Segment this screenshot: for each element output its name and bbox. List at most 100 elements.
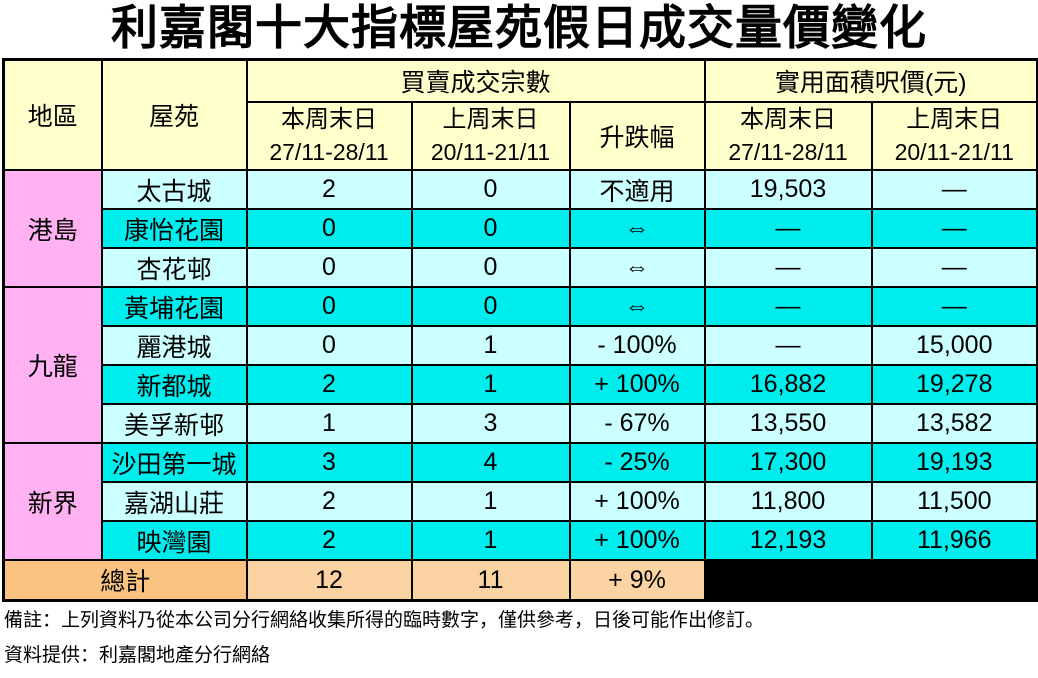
count-last-week-cell: 1 <box>410 364 571 405</box>
redacted-cells <box>703 559 1038 602</box>
col-header-dates: 20/11-21/11 <box>430 139 551 165</box>
estate-cell: 太古城 <box>100 169 248 210</box>
price-this-week-cell: 13,550 <box>703 403 873 444</box>
estate-cell: 杏花邨 <box>100 247 248 288</box>
estate-cell: 嘉湖山莊 <box>100 481 248 522</box>
total-count-this-week-cell: 12 <box>245 559 413 602</box>
price-last-week-cell: 11,500 <box>870 481 1038 522</box>
col-header-estate: 屋苑 <box>100 58 248 171</box>
count-last-week-cell: 0 <box>410 169 571 210</box>
count-this-week-cell: 2 <box>245 481 413 522</box>
price-last-week-cell: — <box>870 286 1038 327</box>
estate-cell: 黃埔花園 <box>100 286 248 327</box>
total-count-last-week-cell: 11 <box>410 559 571 602</box>
price-this-week-cell: — <box>703 208 873 249</box>
col-header-label: 本周末日 <box>740 106 836 133</box>
estates-table: 地區 屋苑 買賣成交宗數 實用面積呎價(元) 本周末日 27/11-28/11 … <box>2 58 1038 602</box>
count-last-week-cell: 1 <box>410 520 571 561</box>
change-cell: - 67% <box>568 403 706 444</box>
estate-cell: 美孚新邨 <box>100 403 248 444</box>
count-last-week-cell: 0 <box>410 286 571 327</box>
count-last-week-cell: 1 <box>410 325 571 366</box>
estate-cell: 沙田第一城 <box>100 442 248 483</box>
count-this-week-cell: 2 <box>245 520 413 561</box>
price-this-week-cell: 19,503 <box>703 169 873 210</box>
change-cell: ⇔ <box>568 286 706 327</box>
change-cell: + 100% <box>568 520 706 561</box>
count-this-week-cell: 0 <box>245 286 413 327</box>
total-change-cell: + 9% <box>568 559 706 602</box>
table-row: 麗港城 0 1 - 100% — 15,000 <box>4 325 1038 366</box>
table-row: 杏花邨 0 0 ⇔ — — <box>4 247 1038 288</box>
col-header-txn-last-week: 上周末日 20/11-21/11 <box>410 101 571 171</box>
table-row: 港島 太古城 2 0 不適用 19,503 — <box>2 169 1038 288</box>
count-last-week-cell: 1 <box>410 481 571 522</box>
price-this-week-cell: — <box>703 286 873 327</box>
col-header-label: 上周末日 <box>906 106 1003 133</box>
price-last-week-cell: — <box>870 208 1038 249</box>
col-header-label: 上周末日 <box>442 106 539 133</box>
header-row-subcolumns: 本周末日 27/11-28/11 上周末日 20/11-21/11 升跌幅 本周… <box>4 101 1038 171</box>
count-last-week-cell: 0 <box>410 208 571 249</box>
price-last-week-cell: — <box>870 247 1038 288</box>
price-this-week-cell: 16,882 <box>703 364 873 405</box>
col-header-dates: 20/11-21/11 <box>894 139 1014 165</box>
change-cell: 不適用 <box>568 169 706 210</box>
change-cell: + 100% <box>568 481 706 522</box>
count-this-week-cell: 0 <box>245 208 413 249</box>
estate-cell: 麗港城 <box>100 325 248 366</box>
col-group-price: 實用面積呎價(元) <box>703 58 1038 103</box>
table-row: 康怡花園 0 0 ⇔ — — <box>4 208 1038 249</box>
count-this-week-cell: 2 <box>245 169 413 210</box>
change-cell: - 100% <box>568 325 706 366</box>
table-row: 九龍 黃埔花園 0 0 ⇔ — — <box>2 286 1038 444</box>
price-last-week-cell: 15,000 <box>870 325 1038 366</box>
col-header-dates: 27/11-28/11 <box>269 139 389 165</box>
count-this-week-cell: 3 <box>245 442 413 483</box>
region-cell: 九龍 <box>2 286 103 444</box>
change-cell: ⇔ <box>568 247 706 288</box>
count-this-week-cell: 1 <box>245 403 413 444</box>
count-this-week-cell: 0 <box>245 325 413 366</box>
header-row-groups: 地區 屋苑 買賣成交宗數 實用面積呎價(元) <box>2 58 1038 171</box>
price-this-week-cell: 12,193 <box>703 520 873 561</box>
col-header-label: 本周末日 <box>281 106 377 133</box>
price-this-week-cell: 11,800 <box>703 481 873 522</box>
col-header-txn-this-week: 本周末日 27/11-28/11 <box>245 101 413 171</box>
change-cell: ⇔ <box>568 208 706 249</box>
col-group-transactions: 買賣成交宗數 <box>245 58 706 103</box>
estate-cell: 康怡花園 <box>100 208 248 249</box>
price-last-week-cell: — <box>870 169 1038 210</box>
region-cell: 新界 <box>2 442 103 561</box>
change-cell: - 25% <box>568 442 706 483</box>
table-row: 新界 沙田第一城 3 4 - 25% 17,300 19,193 <box>2 442 1038 561</box>
price-last-week-cell: 11,966 <box>870 520 1038 561</box>
col-header-price-this-week: 本周末日 27/11-28/11 <box>703 101 873 171</box>
price-this-week-cell: — <box>703 247 873 288</box>
price-this-week-cell: 17,300 <box>703 442 873 483</box>
price-last-week-cell: 19,193 <box>870 442 1038 483</box>
price-last-week-cell: 19,278 <box>870 364 1038 405</box>
count-this-week-cell: 2 <box>245 364 413 405</box>
col-header-region: 地區 <box>2 58 103 171</box>
col-header-price-last-week: 上周末日 20/11-21/11 <box>870 101 1038 171</box>
total-label-cell: 總計 <box>2 559 248 602</box>
count-this-week-cell: 0 <box>245 247 413 288</box>
col-header-dates: 27/11-28/11 <box>728 139 848 165</box>
count-last-week-cell: 0 <box>410 247 571 288</box>
change-cell: + 100% <box>568 364 706 405</box>
table-row: 嘉湖山莊 2 1 + 100% 11,800 11,500 <box>4 481 1038 522</box>
count-last-week-cell: 4 <box>410 442 571 483</box>
price-last-week-cell: 13,582 <box>870 403 1038 444</box>
col-header-change: 升跌幅 <box>568 101 706 171</box>
table-row: 新都城 2 1 + 100% 16,882 19,278 <box>4 364 1038 405</box>
count-last-week-cell: 3 <box>410 403 571 444</box>
table-row: 映灣園 2 1 + 100% 12,193 11,966 <box>4 520 1038 561</box>
footnotes: 備註：上列資料乃從本公司分行網絡收集所得的臨時數字，僅供參考，日後可能作出修訂。… <box>4 609 1038 668</box>
source-note: 資料提供：利嘉閣地產分行網絡 <box>4 645 271 666</box>
estate-cell: 映灣園 <box>100 520 248 561</box>
page-title: 利嘉閣十大指標屋苑假日成交量價變化 <box>111 1 927 54</box>
estate-cell: 新都城 <box>100 364 248 405</box>
remark-note: 備註：上列資料乃從本公司分行網絡收集所得的臨時數字，僅供參考，日後可能作出修訂。 <box>4 610 765 631</box>
